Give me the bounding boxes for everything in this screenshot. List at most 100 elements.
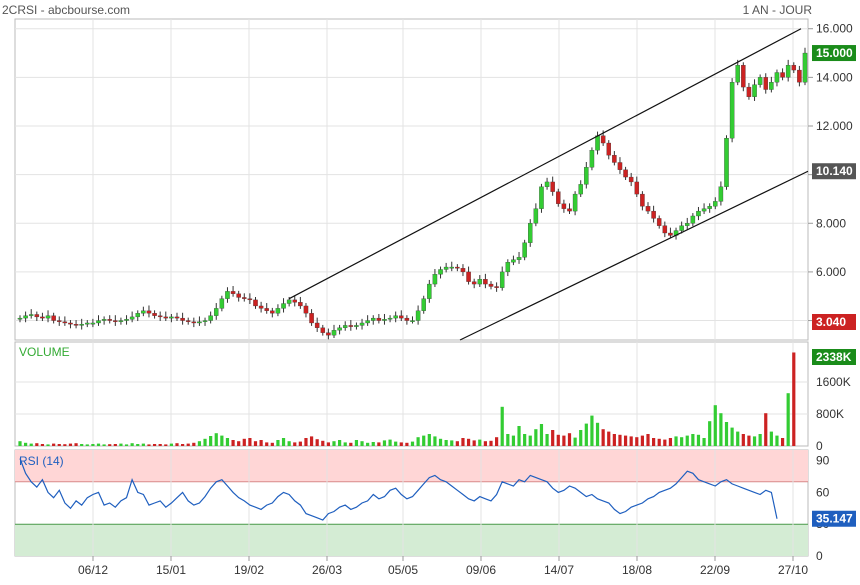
candle	[242, 297, 247, 299]
candle	[230, 291, 236, 294]
volume-bar	[169, 443, 173, 446]
candle	[757, 77, 763, 85]
volume-bar	[567, 433, 572, 446]
volume-bar	[528, 435, 532, 446]
volume-bar	[377, 442, 381, 446]
candle	[359, 322, 365, 326]
candle	[707, 206, 712, 209]
candle	[331, 330, 337, 336]
volume-bar	[248, 438, 252, 446]
candle	[314, 322, 320, 328]
volume-bar	[747, 435, 751, 446]
volume-bar	[724, 422, 729, 446]
volume-bar	[209, 436, 213, 446]
candle	[499, 271, 505, 288]
volume-bar	[416, 437, 420, 446]
candle	[567, 208, 572, 212]
volume-bar	[141, 443, 145, 446]
candle	[668, 232, 673, 236]
rsi-y-tick-label: 0	[816, 549, 823, 563]
volume-y-tick-label: 800K	[816, 407, 844, 421]
volume-bar	[57, 444, 61, 446]
candle	[516, 257, 522, 260]
volume-bar	[102, 444, 106, 446]
volume-bar	[758, 434, 762, 446]
volume-bar	[40, 444, 45, 446]
candle	[51, 315, 56, 321]
volume-bar	[668, 438, 673, 446]
volume-bar	[640, 435, 644, 446]
volume-bar	[18, 441, 22, 446]
candle	[572, 193, 578, 212]
volume-bar	[265, 442, 269, 446]
volume-bar	[500, 406, 504, 446]
rsi-line	[19, 458, 778, 521]
candle	[348, 325, 354, 327]
volume-bar	[786, 393, 790, 446]
volume-bar	[629, 436, 633, 446]
x-tick-label: 18/08	[622, 563, 652, 577]
volume-bar	[354, 440, 359, 446]
volume-bar	[366, 442, 370, 446]
volume-bar	[29, 443, 33, 446]
volume-bar	[96, 443, 101, 446]
volume-bar	[63, 444, 67, 446]
last-close-badge-bg	[812, 45, 856, 62]
candle	[281, 303, 286, 309]
volume-bar	[680, 437, 684, 446]
candle	[96, 320, 101, 324]
candle	[34, 314, 40, 318]
candle	[73, 324, 79, 326]
price-y-tick-label: 12.000	[816, 119, 853, 133]
last-close-badge: 15.000	[816, 46, 853, 60]
volume-bar	[405, 442, 409, 446]
rsi-oversold-band	[15, 524, 808, 556]
volume-bar	[113, 444, 117, 446]
price-y-tick-label: 14.000	[816, 70, 853, 84]
rsi-last-badge-bg	[812, 510, 856, 527]
volume-bar	[539, 424, 544, 446]
volume-bar	[152, 444, 157, 446]
price-y-tick-label: 16.000	[816, 22, 853, 36]
candle	[152, 313, 157, 316]
volume-bar	[764, 413, 768, 446]
volume-bar	[562, 435, 566, 446]
candle	[40, 316, 45, 319]
candle	[309, 313, 314, 324]
rsi-y-tick-label: 60	[816, 485, 830, 499]
candle	[729, 82, 735, 139]
volume-bar	[68, 443, 73, 446]
volume-bar	[276, 440, 280, 446]
candle	[124, 319, 129, 321]
volume-bar	[136, 444, 140, 446]
candle	[202, 320, 208, 322]
candle	[432, 274, 438, 285]
volume-bar	[293, 442, 297, 446]
channel-lower-line	[459, 170, 809, 341]
volume-bar	[534, 429, 538, 446]
volume-last-badge: 2338K	[816, 350, 852, 364]
candle	[219, 298, 225, 309]
volume-bar	[495, 437, 499, 446]
candle	[303, 305, 309, 314]
volume-bar	[472, 440, 476, 446]
candle	[769, 82, 774, 90]
volume-bar	[601, 429, 605, 446]
volume-bar	[338, 440, 342, 446]
volume-bar	[360, 441, 364, 446]
volume-bar	[780, 438, 785, 446]
candle	[421, 298, 426, 311]
volume-bar	[371, 442, 375, 446]
volume-bar	[663, 439, 667, 446]
candle	[488, 283, 494, 287]
volume-bar	[422, 435, 426, 446]
volume-bar	[321, 440, 325, 446]
x-tick-label: 14/07	[544, 563, 574, 577]
candle	[225, 291, 230, 299]
volume-bar	[685, 435, 689, 446]
candle	[713, 201, 718, 207]
candle	[376, 317, 382, 321]
candle	[354, 325, 359, 327]
chart-period-label[interactable]: 1 AN - JOUR	[742, 3, 812, 17]
rsi-label: RSI (14)	[19, 454, 64, 468]
